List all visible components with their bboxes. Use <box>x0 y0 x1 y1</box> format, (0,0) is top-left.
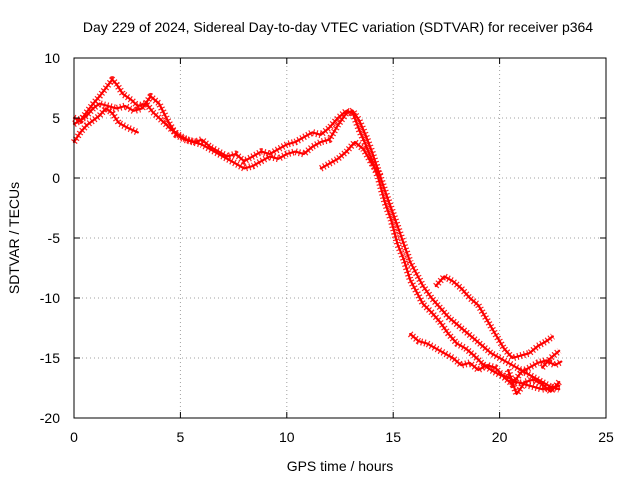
x-tick-labels: 0 5 10 15 20 25 <box>70 429 614 445</box>
x-tick-label: 20 <box>492 429 508 445</box>
series-trace-2 <box>72 92 561 393</box>
x-tick-label: 5 <box>177 429 185 445</box>
x-tick-label: 0 <box>70 429 78 445</box>
series-line <box>319 140 382 177</box>
series-trace-5 <box>407 331 564 388</box>
y-tick-label: -10 <box>40 290 60 306</box>
y-tick-label: 10 <box>44 50 60 66</box>
series-line <box>72 78 561 391</box>
series-line <box>409 332 563 386</box>
y-tick-label: 5 <box>52 110 60 126</box>
y-tick-label: -20 <box>40 410 60 426</box>
series-point-marks <box>72 76 561 393</box>
y-tick-label: 0 <box>52 170 60 186</box>
y-tick-label: -15 <box>40 350 60 366</box>
axis-ticks <box>73 57 607 419</box>
x-axis-label: GPS time / hours <box>287 458 394 474</box>
series-line <box>72 107 139 144</box>
series-trace-7 <box>504 368 562 398</box>
chart-title: Day 229 of 2024, Sidereal Day-to-day VTE… <box>83 19 593 35</box>
series-trace-8 <box>539 348 562 370</box>
series-point-marks <box>72 92 561 393</box>
series-trace-3 <box>71 104 140 144</box>
series-line <box>434 275 554 360</box>
series-trace-4 <box>319 138 384 178</box>
series-line <box>541 349 561 369</box>
x-tick-label: 15 <box>385 429 401 445</box>
series-trace-6 <box>433 272 555 362</box>
y-tick-label: -5 <box>48 230 61 246</box>
y-tick-labels: -20 -15 -10 -5 0 5 10 <box>40 50 60 426</box>
series-line <box>72 95 561 391</box>
series-group <box>71 76 564 398</box>
y-axis-label: SDTVAR / TECUs <box>6 182 22 294</box>
series-trace-1 <box>72 76 561 393</box>
x-tick-label: 25 <box>598 429 614 445</box>
x-tick-label: 10 <box>279 429 295 445</box>
series-line <box>507 368 561 396</box>
